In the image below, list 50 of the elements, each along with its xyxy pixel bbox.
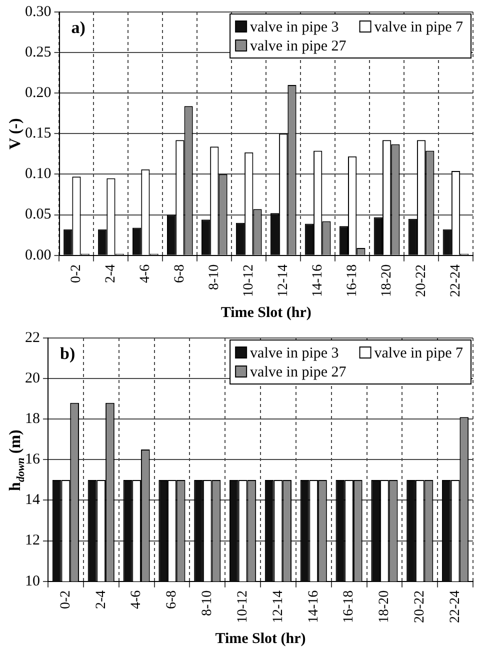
y-tick-label: 14	[25, 492, 40, 508]
x-tick-label: 10-12	[235, 590, 250, 624]
x-tick-label: 12-14	[270, 590, 286, 624]
x-tick-label: 22-24	[448, 264, 464, 298]
legend-label: valve in pipe 7	[374, 345, 464, 362]
x-tick-label: 22-24	[448, 590, 463, 624]
y-tick-label: 20	[25, 370, 40, 386]
x-tick-label: 6-8	[164, 590, 180, 610]
y-tick-label: 0.00	[25, 247, 52, 264]
legend-label: valve in pipe 7	[374, 19, 464, 36]
x-tick-label: 6-8	[172, 264, 188, 284]
x-tick-label: 16-18	[342, 590, 357, 624]
y-tick-label: 0.25	[25, 44, 52, 60]
annotation: a)	[71, 18, 86, 37]
y-tick-label: 12	[25, 532, 40, 549]
y-tick-label: 0.15	[25, 126, 52, 142]
x-tick-label: 8-10	[200, 590, 216, 616]
x-tick-label: 20-22	[414, 264, 429, 298]
x-tick-label: 20-22	[412, 590, 428, 624]
x-tick-label: 14-16	[310, 264, 326, 298]
legend-label: valve in pipe 3	[250, 345, 339, 362]
y-tick-label: 0.20	[25, 85, 52, 102]
x-tick-label: 10-12	[242, 264, 257, 298]
x-tick-label: 16-18	[344, 264, 360, 298]
y-tick-label: 0.05	[25, 206, 52, 223]
x-tick-label: 0-2	[69, 264, 84, 284]
x-axis-title: Time Slot (hr)	[215, 630, 306, 647]
legend-label: valve in pipe 27	[250, 364, 347, 380]
y-tick-label: 18	[25, 411, 40, 428]
x-tick-label: 2-4	[104, 264, 119, 284]
x-tick-label: 2-4	[94, 590, 109, 610]
y-axis-title: hdown (m)	[7, 430, 27, 491]
x-tick-label: 14-16	[306, 590, 322, 624]
x-tick-label: 8-10	[207, 264, 222, 290]
legend-label: valve in pipe 3	[250, 19, 339, 36]
y-tick-label: 16	[25, 452, 40, 468]
x-tick-label: 4-6	[129, 590, 144, 610]
y-tick-label: 10	[25, 573, 40, 590]
annotation: b)	[60, 344, 76, 363]
x-axis-title: Time Slot (hr)	[220, 304, 312, 321]
y-tick-label: 0.30	[25, 4, 52, 20]
x-tick-label: 18-20	[379, 264, 394, 298]
legend-label: valve in pipe 27	[250, 38, 347, 54]
y-axis-title: V (-)	[7, 118, 24, 150]
y-tick-label: 22	[25, 330, 40, 346]
x-tick-label: 18-20	[377, 590, 392, 624]
x-tick-label: 4-6	[138, 264, 154, 284]
x-tick-label: 12-14	[276, 264, 292, 298]
x-tick-label: 0-2	[58, 590, 74, 610]
y-tick-label: 0.10	[25, 166, 52, 182]
